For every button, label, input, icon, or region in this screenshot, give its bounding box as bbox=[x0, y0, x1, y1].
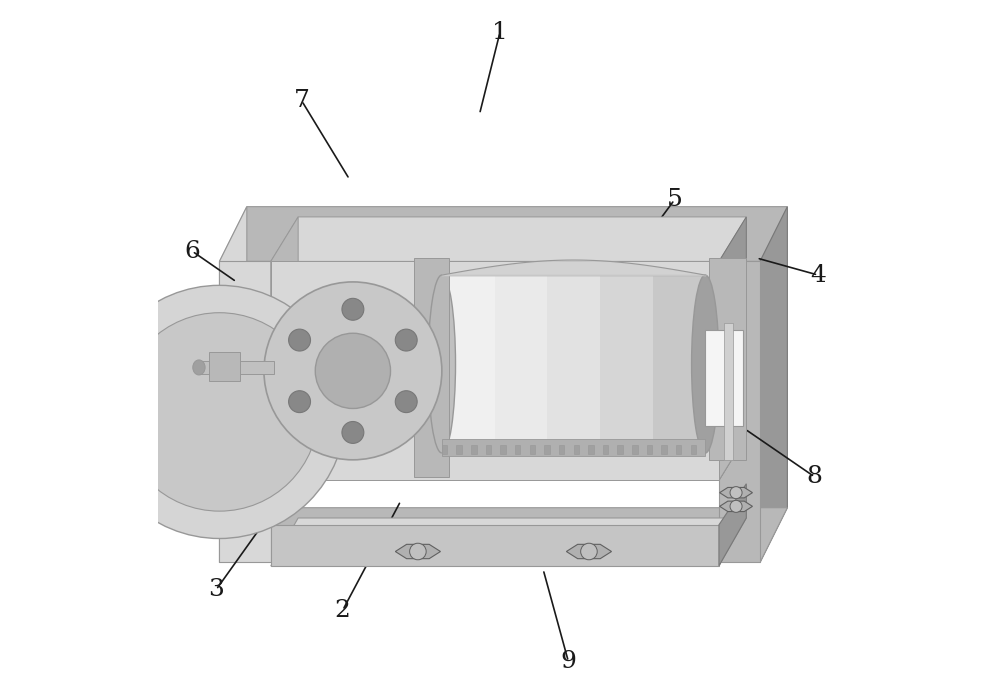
Polygon shape bbox=[271, 217, 298, 480]
Polygon shape bbox=[691, 444, 696, 454]
Polygon shape bbox=[500, 444, 506, 454]
Circle shape bbox=[264, 282, 442, 460]
Polygon shape bbox=[544, 444, 550, 454]
Text: 7: 7 bbox=[294, 89, 310, 112]
Polygon shape bbox=[720, 488, 752, 498]
Polygon shape bbox=[271, 436, 746, 480]
Polygon shape bbox=[720, 501, 752, 512]
Circle shape bbox=[730, 486, 742, 499]
Polygon shape bbox=[442, 439, 705, 456]
Circle shape bbox=[410, 543, 426, 560]
Polygon shape bbox=[603, 444, 608, 454]
Ellipse shape bbox=[193, 360, 205, 375]
Circle shape bbox=[120, 313, 319, 511]
Polygon shape bbox=[632, 444, 638, 454]
Circle shape bbox=[581, 543, 597, 560]
Polygon shape bbox=[653, 275, 705, 453]
Polygon shape bbox=[719, 484, 746, 566]
Polygon shape bbox=[559, 444, 564, 454]
Polygon shape bbox=[600, 275, 653, 453]
Polygon shape bbox=[676, 444, 681, 454]
Polygon shape bbox=[574, 444, 579, 454]
Circle shape bbox=[342, 422, 364, 443]
Polygon shape bbox=[219, 207, 247, 563]
Polygon shape bbox=[219, 261, 271, 563]
Polygon shape bbox=[530, 444, 535, 454]
Polygon shape bbox=[719, 261, 760, 563]
Polygon shape bbox=[724, 323, 733, 460]
Polygon shape bbox=[414, 258, 449, 477]
Polygon shape bbox=[661, 444, 667, 454]
Ellipse shape bbox=[692, 275, 719, 453]
Ellipse shape bbox=[428, 275, 456, 453]
Circle shape bbox=[93, 285, 346, 539]
Polygon shape bbox=[705, 330, 743, 426]
Text: 6: 6 bbox=[184, 240, 200, 262]
Polygon shape bbox=[566, 544, 612, 559]
Polygon shape bbox=[209, 352, 240, 381]
Circle shape bbox=[289, 329, 311, 351]
Polygon shape bbox=[719, 217, 746, 480]
Polygon shape bbox=[547, 275, 600, 453]
Polygon shape bbox=[617, 444, 623, 454]
Circle shape bbox=[289, 391, 311, 413]
Polygon shape bbox=[456, 444, 462, 454]
Polygon shape bbox=[219, 207, 787, 261]
Polygon shape bbox=[647, 444, 652, 454]
Polygon shape bbox=[271, 518, 746, 566]
Polygon shape bbox=[271, 261, 719, 480]
Polygon shape bbox=[495, 275, 547, 453]
Text: 5: 5 bbox=[667, 188, 682, 212]
Polygon shape bbox=[471, 444, 477, 454]
Polygon shape bbox=[515, 444, 520, 454]
Circle shape bbox=[730, 500, 742, 513]
Polygon shape bbox=[442, 275, 495, 453]
Circle shape bbox=[395, 329, 417, 351]
Text: 9: 9 bbox=[560, 650, 576, 673]
Polygon shape bbox=[199, 361, 274, 374]
Text: 3: 3 bbox=[208, 578, 224, 601]
Polygon shape bbox=[219, 508, 787, 563]
Circle shape bbox=[395, 391, 417, 413]
Text: 4: 4 bbox=[810, 264, 826, 286]
Text: 2: 2 bbox=[335, 599, 351, 622]
Circle shape bbox=[315, 333, 391, 409]
Polygon shape bbox=[395, 544, 440, 559]
Polygon shape bbox=[442, 444, 447, 454]
Text: 8: 8 bbox=[807, 465, 823, 488]
Polygon shape bbox=[271, 217, 746, 261]
Polygon shape bbox=[486, 444, 491, 454]
Polygon shape bbox=[760, 207, 787, 563]
Polygon shape bbox=[271, 525, 719, 566]
Polygon shape bbox=[709, 258, 746, 460]
Circle shape bbox=[342, 298, 364, 320]
Text: 1: 1 bbox=[492, 21, 508, 44]
Polygon shape bbox=[588, 444, 594, 454]
